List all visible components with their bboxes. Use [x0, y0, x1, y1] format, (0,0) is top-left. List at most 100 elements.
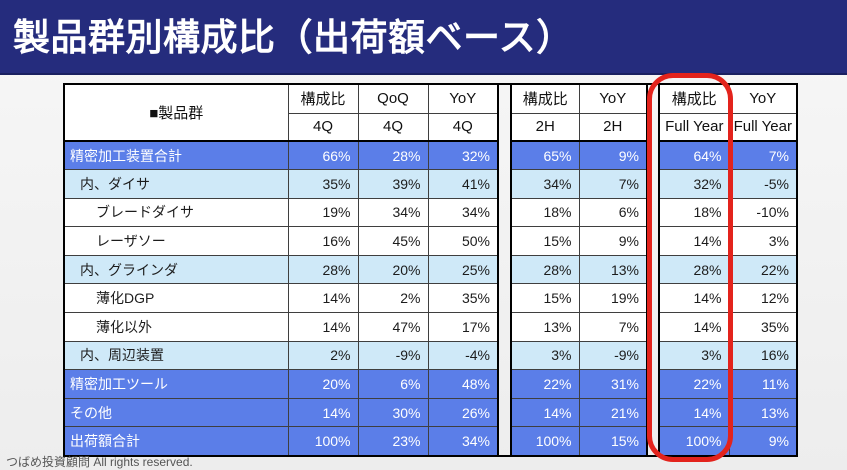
- col-header-composition-2h: 構成比: [510, 83, 580, 114]
- value-cell: 41%: [427, 169, 499, 199]
- product-name-cell: その他: [63, 397, 289, 428]
- col-header-product-group: ■製品群: [63, 83, 289, 142]
- value-cell: 32%: [658, 169, 730, 199]
- col-header-composition-4q: 構成比: [287, 83, 359, 114]
- value-cell: 17%: [427, 312, 499, 342]
- value-cell: 12%: [728, 283, 798, 314]
- value-cell: 14%: [658, 226, 730, 256]
- value-cell: 35%: [728, 312, 798, 342]
- value-cell: 34%: [510, 169, 580, 199]
- value-cell: 100%: [658, 426, 730, 457]
- value-cell: 50%: [427, 226, 499, 256]
- value-cell: -10%: [728, 197, 798, 228]
- value-cell: 19%: [578, 283, 648, 314]
- col-header-qoq-4q: QoQ: [357, 83, 429, 114]
- value-cell: 3%: [728, 226, 798, 256]
- value-cell: 23%: [357, 426, 429, 457]
- col-header-yoy-2h: YoY: [578, 83, 648, 114]
- value-cell: 9%: [578, 140, 648, 171]
- value-cell: 14%: [287, 397, 359, 428]
- value-cell: 6%: [578, 197, 648, 228]
- period-4q: 4Q: [287, 112, 359, 142]
- group-gap: [498, 170, 511, 199]
- value-cell: 28%: [510, 254, 580, 285]
- col-header-composition-fy: 構成比: [658, 83, 730, 114]
- value-cell: 13%: [510, 312, 580, 342]
- group-gap: [647, 370, 659, 399]
- value-cell: 2%: [287, 340, 359, 371]
- value-cell: 14%: [658, 283, 730, 314]
- value-cell: 100%: [510, 426, 580, 457]
- group-gap: [498, 370, 511, 399]
- table-row: 出荷額合計 100% 23% 34% 100% 15% 100% 9%: [63, 426, 798, 457]
- table-row: 精密加工装置合計 66% 28% 32% 65% 9% 64% 7%: [63, 140, 798, 171]
- value-cell: 28%: [658, 254, 730, 285]
- header-row-period: 4Q 4Q 4Q 2H 2H Full Year Full Year: [64, 112, 798, 142]
- product-name-cell: 内、グラインダ: [63, 254, 289, 285]
- group-gap: [498, 227, 511, 256]
- period-2h: 2H: [510, 112, 580, 142]
- value-cell: -4%: [427, 340, 499, 371]
- value-cell: 20%: [357, 254, 429, 285]
- value-cell: 65%: [510, 140, 580, 171]
- value-cell: 3%: [658, 340, 730, 371]
- value-cell: 13%: [728, 397, 798, 428]
- value-cell: 15%: [510, 226, 580, 256]
- group-gap: [647, 83, 659, 141]
- value-cell: 22%: [728, 254, 798, 285]
- group-gap: [647, 141, 659, 170]
- table-row: 薄化以外 14% 47% 17% 13% 7% 14% 35%: [63, 312, 798, 342]
- value-cell: 16%: [728, 340, 798, 371]
- value-cell: 14%: [287, 283, 359, 314]
- value-cell: 32%: [427, 140, 499, 171]
- value-cell: 6%: [357, 369, 429, 399]
- header-row-metric: ■製品群 構成比 QoQ YoY 構成比 YoY 構成比 YoY: [63, 83, 798, 142]
- group-gap: [647, 255, 659, 284]
- page-title: 製品群別構成比（出荷額ベース）: [13, 17, 574, 58]
- table-row: 薄化DGP 14% 2% 35% 15% 19% 14% 12%: [63, 283, 798, 314]
- value-cell: 2%: [357, 283, 429, 314]
- group-gap: [498, 255, 511, 284]
- value-cell: 26%: [427, 397, 499, 428]
- value-cell: 11%: [728, 369, 798, 399]
- value-cell: 19%: [287, 197, 359, 228]
- value-cell: 15%: [510, 283, 580, 314]
- group-gap: [647, 398, 659, 427]
- value-cell: 18%: [510, 197, 580, 228]
- value-cell: 7%: [728, 140, 798, 171]
- composition-table-wrap: ■製品群 構成比 QoQ YoY 構成比 YoY 構成比 YoY 4Q 4Q 4…: [63, 83, 798, 457]
- value-cell: 13%: [578, 254, 648, 285]
- group-gap: [498, 284, 511, 313]
- value-cell: 15%: [578, 426, 648, 457]
- copyright: つばめ投資顧問 All rights reserved.: [6, 455, 193, 469]
- period-4q: 4Q: [357, 112, 429, 142]
- value-cell: 48%: [427, 369, 499, 399]
- group-gap: [498, 141, 511, 170]
- group-gap: [498, 198, 511, 227]
- product-name-cell: 内、周辺装置: [63, 340, 289, 371]
- value-cell: 25%: [427, 254, 499, 285]
- group-gap: [498, 398, 511, 427]
- group-gap: [647, 341, 659, 370]
- value-cell: 22%: [510, 369, 580, 399]
- period-2h: 2H: [578, 112, 648, 142]
- value-cell: 16%: [287, 226, 359, 256]
- value-cell: 34%: [357, 197, 429, 228]
- value-cell: 100%: [287, 426, 359, 457]
- value-cell: 21%: [578, 397, 648, 428]
- table-row: 内、ダイサ 35% 39% 41% 34% 7% 32% -5%: [63, 169, 798, 199]
- group-gap: [498, 83, 511, 141]
- period-full-year: Full Year: [728, 112, 798, 142]
- product-name-cell: レーザソー: [63, 226, 289, 256]
- value-cell: 66%: [287, 140, 359, 171]
- period-4q: 4Q: [427, 112, 499, 142]
- value-cell: 18%: [658, 197, 730, 228]
- product-name-cell: 薄化以外: [63, 312, 289, 342]
- col-header-yoy-4q: YoY: [427, 83, 499, 114]
- value-cell: 14%: [287, 312, 359, 342]
- period-full-year: Full Year: [658, 112, 730, 142]
- value-cell: -5%: [728, 169, 798, 199]
- group-gap: [647, 313, 659, 342]
- value-cell: 28%: [287, 254, 359, 285]
